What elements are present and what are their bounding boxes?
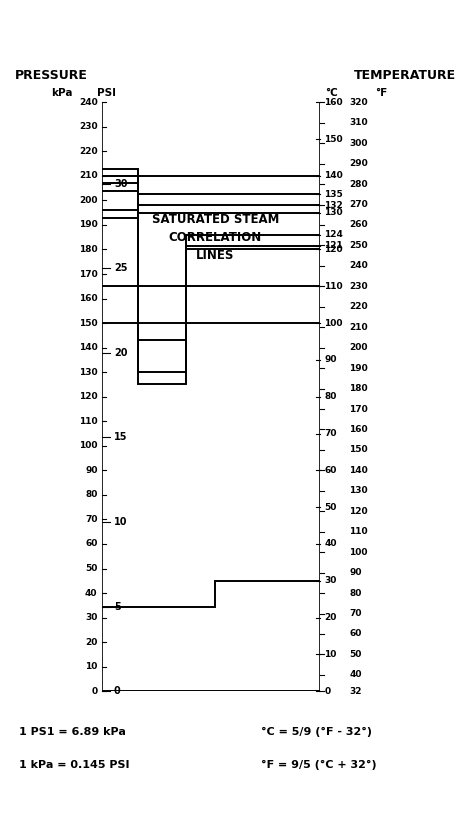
Text: 160: 160 xyxy=(79,294,98,303)
Text: 50: 50 xyxy=(349,649,362,659)
Text: 90: 90 xyxy=(85,465,98,475)
Text: 0: 0 xyxy=(91,686,98,696)
Text: 70: 70 xyxy=(324,429,337,438)
Text: 220: 220 xyxy=(349,302,368,312)
Text: kPa: kPa xyxy=(51,88,73,98)
Text: 124: 124 xyxy=(324,230,343,240)
Text: 150: 150 xyxy=(79,318,98,328)
Text: 60: 60 xyxy=(324,465,337,475)
Text: 32: 32 xyxy=(349,686,362,696)
Text: 132: 132 xyxy=(324,200,343,210)
Text: 30: 30 xyxy=(85,613,98,622)
Text: 120: 120 xyxy=(349,506,368,516)
Text: °F = 9/5 (°C + 32°): °F = 9/5 (°C + 32°) xyxy=(261,760,376,770)
Text: 25: 25 xyxy=(114,263,128,273)
Text: 200: 200 xyxy=(79,196,98,205)
Text: 1 kPa = 0.145 PSI: 1 kPa = 0.145 PSI xyxy=(19,760,129,770)
Text: 180: 180 xyxy=(79,245,98,254)
Text: 20: 20 xyxy=(85,637,98,647)
Text: 0: 0 xyxy=(324,686,330,696)
Text: 60: 60 xyxy=(349,629,362,639)
Text: 40: 40 xyxy=(324,539,337,549)
Text: 1 PS1 = 6.89 kPa: 1 PS1 = 6.89 kPa xyxy=(19,727,126,737)
Text: °C: °C xyxy=(326,88,338,98)
Text: 70: 70 xyxy=(85,515,98,524)
Text: 170: 170 xyxy=(79,269,98,279)
Text: 140: 140 xyxy=(79,343,98,353)
Text: 5: 5 xyxy=(114,602,121,612)
Text: 100: 100 xyxy=(79,441,98,451)
Text: °C = 5/9 (°F - 32°): °C = 5/9 (°F - 32°) xyxy=(261,727,372,737)
Text: 120: 120 xyxy=(79,392,98,402)
Text: 70: 70 xyxy=(349,609,362,618)
Text: 180: 180 xyxy=(349,384,368,393)
Text: 240: 240 xyxy=(79,97,98,107)
Text: 250: 250 xyxy=(349,240,368,250)
Text: 60: 60 xyxy=(85,539,98,549)
Text: 160: 160 xyxy=(324,97,343,107)
Text: 90: 90 xyxy=(349,568,362,578)
Text: 230: 230 xyxy=(349,281,368,291)
Text: PSI: PSI xyxy=(97,88,116,98)
Text: 190: 190 xyxy=(349,363,368,373)
Text: 20: 20 xyxy=(324,613,337,622)
Text: 210: 210 xyxy=(349,322,368,332)
Text: 30: 30 xyxy=(114,178,128,189)
Text: 10: 10 xyxy=(324,649,337,659)
Text: 220: 220 xyxy=(79,146,98,156)
Text: 150: 150 xyxy=(349,445,368,455)
Text: 10: 10 xyxy=(114,517,128,527)
Text: 260: 260 xyxy=(349,220,368,230)
Text: 80: 80 xyxy=(324,392,337,402)
Text: 320: 320 xyxy=(349,97,368,107)
Text: 110: 110 xyxy=(79,416,98,426)
Text: 40: 40 xyxy=(85,588,98,598)
Text: 0: 0 xyxy=(114,686,121,696)
Text: 20: 20 xyxy=(114,348,128,357)
Text: 50: 50 xyxy=(85,564,98,573)
Text: 40: 40 xyxy=(349,670,362,680)
Text: 170: 170 xyxy=(349,404,368,414)
Text: 10: 10 xyxy=(85,662,98,672)
Text: 190: 190 xyxy=(79,220,98,230)
Text: 135: 135 xyxy=(324,190,343,199)
Text: 140: 140 xyxy=(324,171,343,181)
Text: 210: 210 xyxy=(79,171,98,181)
Text: 230: 230 xyxy=(79,122,98,132)
Text: 280: 280 xyxy=(349,179,368,189)
Text: PRESSURE: PRESSURE xyxy=(15,69,87,82)
Text: 100: 100 xyxy=(349,547,368,557)
Text: 15: 15 xyxy=(114,433,128,443)
Text: 290: 290 xyxy=(349,159,368,169)
Text: 90: 90 xyxy=(324,355,337,365)
Text: °F: °F xyxy=(375,88,388,98)
Text: 110: 110 xyxy=(324,281,343,291)
Text: 240: 240 xyxy=(349,261,368,271)
Text: 160: 160 xyxy=(349,425,368,434)
Text: 50: 50 xyxy=(324,502,337,512)
Text: 130: 130 xyxy=(79,367,98,377)
Text: 300: 300 xyxy=(349,138,368,148)
Text: 100: 100 xyxy=(324,318,343,328)
Text: 200: 200 xyxy=(349,343,368,353)
Text: 130: 130 xyxy=(324,208,343,218)
Text: 80: 80 xyxy=(349,588,362,598)
Text: 80: 80 xyxy=(85,490,98,500)
Text: 130: 130 xyxy=(349,486,368,496)
Text: 30: 30 xyxy=(324,576,337,586)
Text: 121: 121 xyxy=(324,241,343,250)
Text: 310: 310 xyxy=(349,118,368,128)
Text: 140: 140 xyxy=(349,465,368,475)
Text: SATURATED STEAM
CORRELATION
LINES: SATURATED STEAM CORRELATION LINES xyxy=(152,213,279,262)
Text: TEMPERATURE: TEMPERATURE xyxy=(354,69,456,82)
Text: 110: 110 xyxy=(349,527,368,537)
Text: 120: 120 xyxy=(324,245,343,254)
Text: 150: 150 xyxy=(324,134,343,144)
Text: 270: 270 xyxy=(349,200,368,209)
